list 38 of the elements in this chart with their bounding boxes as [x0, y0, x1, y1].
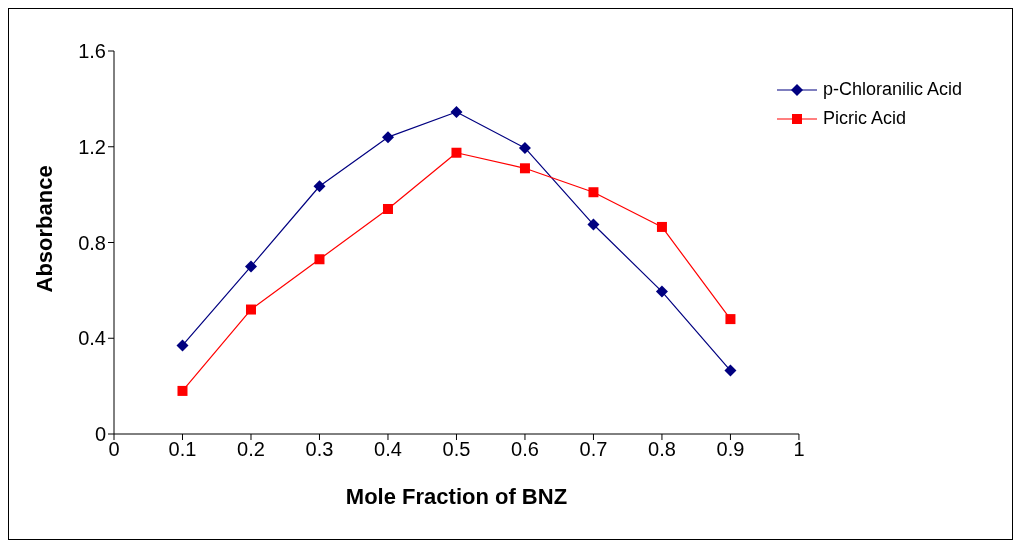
x-tick-label: 0.6 [511, 438, 539, 461]
point [587, 218, 600, 231]
x-tick-label: 0.7 [579, 438, 608, 461]
y-tick-label: 1.6 [78, 40, 106, 63]
x-axis-title: Mole Fraction of BNZ [345, 484, 568, 509]
x-tick-label: 0 [108, 438, 120, 461]
x-tick-label: 0.8 [648, 438, 676, 461]
y-tick-label: 0 [94, 423, 106, 446]
x-tick-label: 1 [793, 438, 805, 461]
point [519, 163, 530, 174]
y-tick-label: 0.8 [78, 231, 106, 254]
point [381, 131, 394, 144]
x-tick-label: 0.3 [305, 438, 334, 461]
x-tick-label: 0.5 [442, 438, 471, 461]
legend-label: Picric Acid [822, 108, 906, 129]
point [382, 203, 393, 214]
point [245, 304, 256, 315]
y-axis-title: Absorbance [31, 165, 57, 293]
legend-label: p-Chloranilic Acid [822, 79, 962, 100]
x-tick-label: 0.9 [716, 438, 745, 461]
point [244, 260, 257, 273]
y-tick-label: 0.4 [78, 327, 106, 350]
point [177, 385, 188, 396]
point [656, 221, 667, 232]
point [314, 254, 325, 265]
point [313, 180, 326, 193]
y-tick-label: 1.2 [78, 135, 106, 158]
x-tick-label: 0.1 [168, 438, 197, 461]
point [451, 147, 462, 158]
point [655, 285, 668, 298]
x-tick-label: 0.2 [237, 438, 265, 461]
point [724, 364, 737, 377]
point [176, 339, 189, 352]
x-tick-label: 0.4 [374, 438, 402, 461]
point [725, 314, 736, 325]
point [588, 187, 599, 198]
point [450, 106, 463, 119]
point [518, 141, 531, 154]
